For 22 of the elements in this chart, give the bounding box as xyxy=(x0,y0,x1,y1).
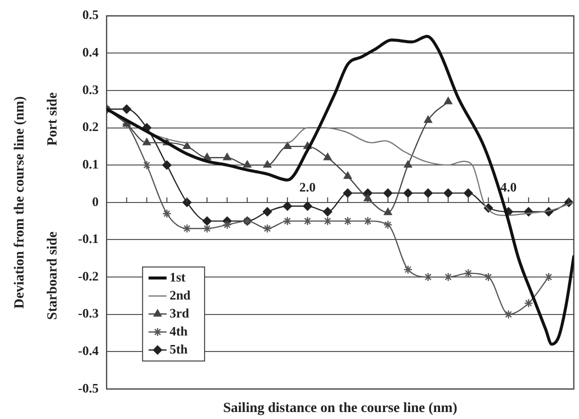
y-tick-label: -0.2 xyxy=(78,268,99,284)
y-tick-label: 0.4 xyxy=(82,44,100,60)
x-tick-label: 4.0 xyxy=(500,179,517,194)
y-tick-label: 0.5 xyxy=(82,7,100,22)
legend-label: 5th xyxy=(170,341,188,356)
y-tick-label: -0.3 xyxy=(78,306,100,321)
x-tick-label: 2.0 xyxy=(299,179,316,194)
text: Port side xyxy=(46,92,61,146)
legend-label: 3rd xyxy=(170,305,190,320)
y-tick-label: 0 xyxy=(92,194,99,209)
y-tick-label: -0.5 xyxy=(78,380,100,396)
y-tick-label: 0.2 xyxy=(82,119,99,134)
y-axis-title: Deviation from the course line (nm) xyxy=(12,96,28,309)
y-tick-label: 0.1 xyxy=(82,156,99,172)
y-tick-label: -0.4 xyxy=(78,343,100,358)
y-tick-label: 0.3 xyxy=(82,82,100,97)
y-tick-label: -0.1 xyxy=(78,231,99,246)
legend-label: 1st xyxy=(170,269,186,284)
text: Starboard side xyxy=(46,232,61,320)
x-axis-title: Sailing distance on the course line (nm) xyxy=(223,401,458,416)
legend-label: 4th xyxy=(170,323,188,338)
legend-label: 2nd xyxy=(170,287,192,302)
